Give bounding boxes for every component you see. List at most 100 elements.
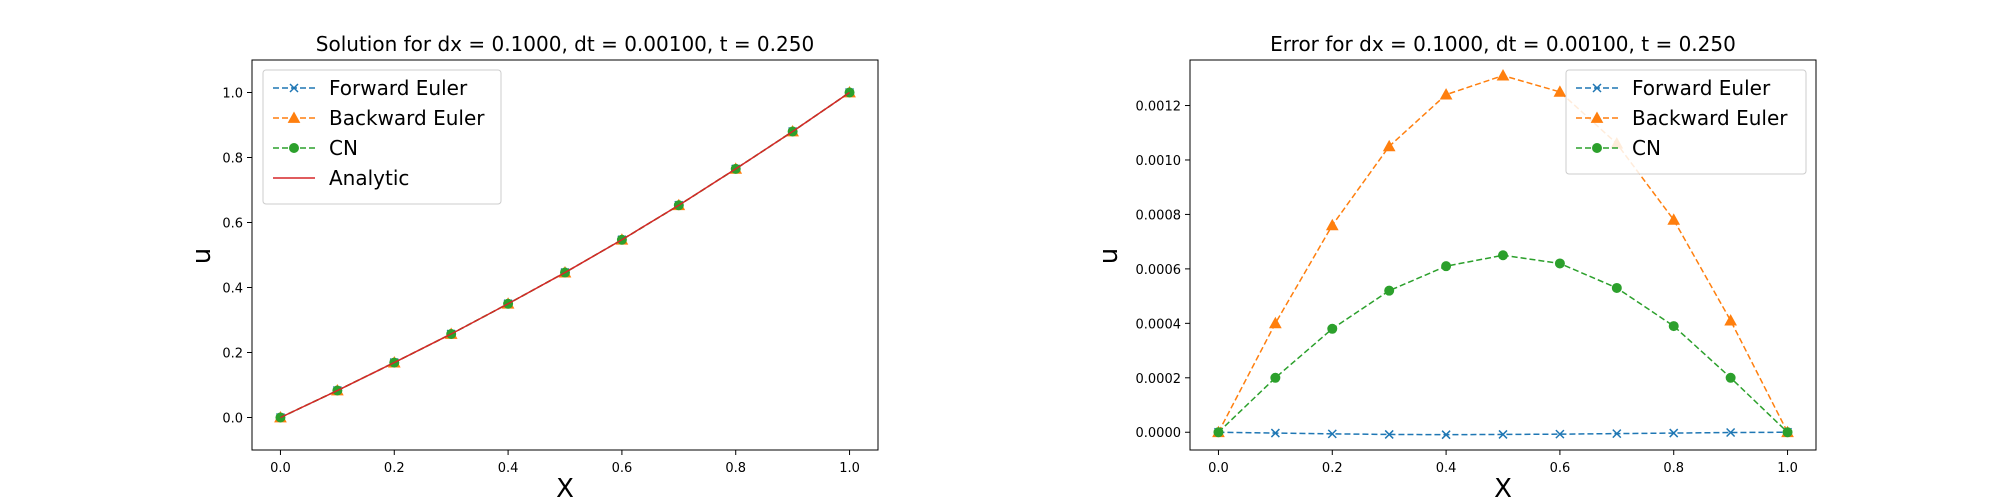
solution-y-tick-label: 0.8	[222, 152, 243, 167]
error-series-forward-euler-point	[1270, 428, 1280, 438]
error-x-tick-label: 0.4	[1436, 461, 1457, 476]
solution-y-tick-label: 0.0	[222, 412, 243, 427]
solution-legend-entry-analytic-label: Analytic	[329, 166, 409, 190]
error-series-forward-euler-point-stroke-b	[1327, 429, 1337, 439]
error-series-backward-euler-point	[1553, 85, 1567, 97]
error-legend-entry-cn: CN	[1576, 136, 1661, 160]
solution-x-tick-label: 0.0	[270, 461, 291, 476]
error-series-cn	[1213, 250, 1793, 438]
error-series-forward-euler-point	[1441, 430, 1451, 440]
solution-panel: Solution for dx = 0.1000, dt = 0.00100, …	[187, 32, 879, 500]
solution-y-tick-label: 0.6	[222, 217, 243, 232]
solution-legend-entry-analytic: Analytic	[273, 166, 409, 190]
error-series-forward-euler-point	[1669, 428, 1679, 438]
error-x-tick-label: 1.0	[1777, 461, 1798, 476]
error-y-tick-label: 0.0012	[1136, 100, 1182, 115]
error-legend-frame	[1565, 69, 1807, 175]
error-series-cn-point	[1384, 285, 1395, 296]
error-panel: Error for dx = 0.1000, dt = 0.00100, t =…	[1094, 32, 1817, 500]
error-y-tick-label: 0.0000	[1136, 426, 1182, 441]
error-series-backward-euler-point	[1325, 218, 1339, 231]
solution-legend-entry-forward-euler: Forward Euler	[273, 76, 468, 100]
solution-series-analytic	[280, 91, 850, 419]
error-series-backward-euler-point	[1724, 314, 1737, 326]
error-plot-frame	[1189, 59, 1817, 451]
error-series-cn-point	[1554, 258, 1565, 269]
error-series-forward-euler	[1213, 427, 1793, 440]
error-series-cn-point	[1611, 282, 1622, 293]
solution-legend-entry-forward-euler-marker-stroke-b	[289, 83, 299, 93]
solution-legend-entry-cn: CN	[273, 136, 358, 160]
error-series-forward-euler-point	[1612, 429, 1622, 439]
solution-x-tick-label: 0.8	[725, 461, 746, 476]
solution-legend-entry-forward-euler-label: Forward Euler	[329, 76, 468, 100]
error-legend-entry-cn-label: CN	[1632, 136, 1661, 160]
error-legend-entry-forward-euler-marker-stroke-b	[1592, 83, 1602, 93]
error-legend-entry-backward-euler: Backward Euler	[1576, 106, 1788, 130]
error-series-forward-euler-point	[1726, 427, 1736, 438]
solution-legend-entry-forward-euler-marker	[289, 83, 299, 93]
solution-x-axis-label: X	[556, 474, 574, 500]
solution-plot-frame	[251, 59, 879, 451]
solution-legend-entry-cn-label: CN	[329, 136, 358, 160]
error-series-forward-euler-point	[1384, 429, 1394, 439]
solution-legend-entry-cn-marker	[289, 143, 299, 153]
error-title: Error for dx = 0.1000, dt = 0.00100, t =…	[1270, 32, 1736, 56]
error-series-cn-point	[1782, 427, 1793, 438]
solution-x-tick-label: 0.4	[498, 461, 519, 476]
error-y-tick-label: 0.0010	[1136, 154, 1182, 169]
error-series-forward-euler-point	[1555, 429, 1565, 439]
error-series-backward-euler-point	[1269, 316, 1282, 329]
error-series-forward-euler-point-stroke-b	[1270, 428, 1280, 438]
error-legend-entry-backward-euler-marker	[1590, 111, 1604, 123]
solution-y-tick-label: 1.0	[222, 87, 243, 102]
error-series-cn-point	[1441, 261, 1452, 272]
error-series-cn-point	[1213, 427, 1224, 438]
error-y-tick-label: 0.0006	[1136, 263, 1182, 278]
error-series-cn-point	[1498, 250, 1508, 261]
error-series-forward-euler-point-stroke-b	[1384, 429, 1394, 439]
error-series-forward-euler-point-stroke-b	[1669, 428, 1679, 438]
error-series-forward-euler-point-stroke-b	[1555, 429, 1565, 439]
solution-legend-entry-backward-euler-marker	[287, 111, 301, 123]
error-series-cn-point	[1270, 372, 1281, 383]
solution-x-tick-label: 1.0	[839, 461, 860, 476]
error-legend: Forward Euler Backward Euler CN	[1565, 69, 1807, 175]
error-series-forward-euler-point-stroke-b	[1498, 429, 1508, 439]
solution-legend-frame	[262, 69, 502, 205]
error-legend-entry-forward-euler-label: Forward Euler	[1632, 76, 1771, 100]
error-series-backward-euler-point	[1439, 88, 1453, 100]
solution-x-tick-label: 0.6	[612, 461, 633, 476]
error-x-axis-label: X	[1494, 474, 1512, 500]
solution-x-tick-label: 0.2	[384, 461, 405, 476]
error-series-forward-euler-point	[1327, 429, 1337, 439]
error-legend-entry-forward-euler: Forward Euler	[1576, 76, 1771, 100]
solution-y-tick-label: 0.2	[222, 347, 243, 362]
error-y-tick-label: 0.0008	[1136, 208, 1182, 223]
error-series-cn-line	[1217, 254, 1789, 433]
error-series-cn-point	[1668, 321, 1679, 332]
solution-series-analytic-line	[280, 91, 850, 419]
error-series-forward-euler-point-stroke-b	[1612, 429, 1622, 439]
solution-y-axis-label: u	[187, 248, 217, 264]
error-series-cn-point	[1725, 372, 1736, 383]
error-series-forward-euler-point-stroke-b	[1441, 430, 1451, 440]
error-legend-entry-cn-marker	[1592, 143, 1602, 153]
error-series-cn-point	[1327, 323, 1338, 334]
solution-y-tick-label: 0.4	[222, 282, 243, 297]
error-x-tick-label: 0.6	[1550, 461, 1571, 476]
error-x-tick-label: 0.2	[1322, 461, 1343, 476]
error-series-forward-euler-point-stroke-b	[1726, 427, 1736, 438]
solution-legend-entry-backward-euler-label: Backward Euler	[329, 106, 485, 130]
solution-legend-entry-backward-euler: Backward Euler	[273, 106, 485, 130]
error-y-axis-label: u	[1094, 248, 1124, 264]
error-legend-entry-backward-euler-label: Backward Euler	[1632, 106, 1788, 130]
error-series-backward-euler-point	[1667, 213, 1681, 225]
error-series-backward-euler-point	[1382, 139, 1396, 152]
solution-legend: Forward Euler Backward Euler CN Analytic	[262, 69, 502, 205]
error-series-forward-euler-point	[1498, 429, 1508, 439]
solution-title: Solution for dx = 0.1000, dt = 0.00100, …	[316, 32, 814, 56]
error-y-tick-label: 0.0002	[1136, 372, 1182, 387]
error-legend-entry-forward-euler-marker	[1592, 83, 1602, 93]
